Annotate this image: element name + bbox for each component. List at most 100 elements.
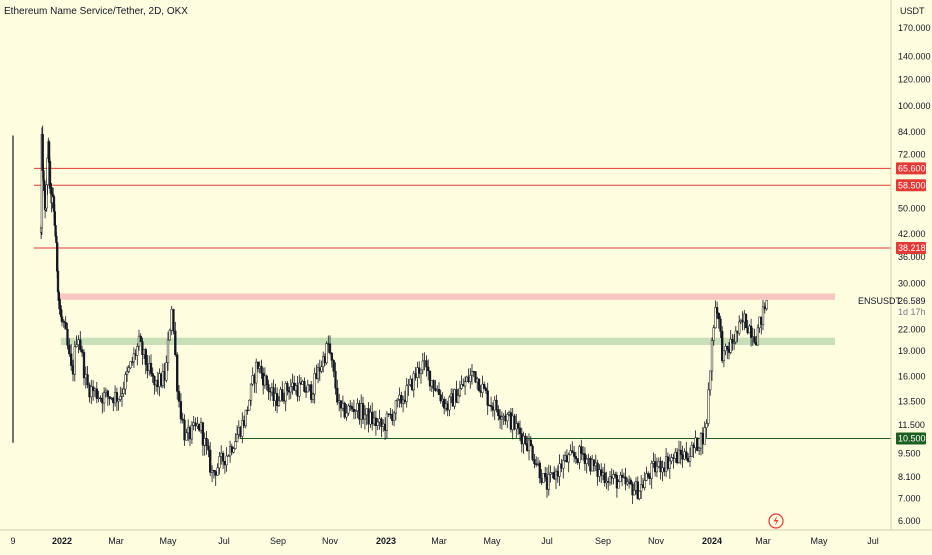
candle [232,446,235,454]
candle [286,381,289,396]
y-tick-label: 140.000 [898,52,931,62]
candle [354,409,357,419]
candle [729,329,732,355]
candle [448,395,451,417]
candle [612,469,615,485]
candle [690,441,693,457]
candle [614,471,617,479]
resistance-zone[interactable] [57,293,835,300]
price-axis[interactable]: 170.000 140.000 120.000 100.000 84.000 72.000… [898,23,931,526]
candle [394,400,398,421]
candle [151,367,154,383]
candle [363,405,367,430]
candle [685,442,688,461]
candle [75,335,78,348]
candle [132,347,136,368]
candle [256,361,260,373]
x-tick-label: Sep [595,536,611,546]
x-tick-label: Jul [867,536,879,546]
candle [119,386,122,402]
candle [212,469,216,479]
candle [569,444,572,456]
candle [149,354,153,377]
candle [73,340,76,382]
candle [311,392,315,403]
x-tick-label: May [483,536,501,546]
candle [343,401,346,419]
candle [124,371,127,395]
candle [361,396,365,424]
y-tick-label: 6.000 [898,516,921,526]
candle [697,446,701,455]
candle [679,441,682,465]
candle [722,350,726,368]
candle [670,453,673,465]
support-zone[interactable] [60,337,836,345]
candle [177,385,181,408]
candle [620,468,624,487]
candle [95,382,98,404]
candle [221,450,225,469]
candle [174,321,177,357]
y-tick-label: 36.000 [898,252,926,262]
candle [484,386,488,394]
candle [638,490,641,501]
candle [328,335,332,355]
candle [427,359,430,381]
y-tick-label: 8.100 [898,472,921,482]
candle [538,460,541,484]
candle [495,394,498,413]
y-tick-label: 13.500 [898,396,926,406]
currency-label: USDT [900,6,925,16]
x-tick-label: 2022 [52,536,72,546]
candle [558,454,561,486]
candle [316,363,320,384]
price-badge [896,432,926,445]
candle [712,325,715,346]
candle [330,352,333,368]
candle [325,341,328,365]
candle [176,352,179,400]
candle [529,436,532,447]
y-tick-label: 11.500 [898,420,925,430]
candle [583,447,587,471]
candle [710,337,714,381]
candle [626,477,629,486]
candle [463,376,467,395]
candle [255,358,258,394]
candle [205,431,208,455]
x-tick-label: Sep [270,536,286,546]
candle [235,425,239,443]
candle [432,379,435,397]
lightning-icon[interactable] [768,513,784,529]
candle [68,338,71,357]
candle [707,382,710,427]
candle [562,454,565,479]
candle [380,417,383,438]
candle [405,378,408,408]
candle [544,466,547,482]
candle [120,387,124,407]
candle [483,381,486,390]
candle [753,328,756,344]
x-tick-label: Nov [648,536,665,546]
zones-layer [57,293,836,345]
x-tick-label: May [810,536,828,546]
candle [542,473,545,484]
candle [376,418,379,431]
candle [719,315,722,338]
candle [717,312,720,329]
candle [633,481,636,496]
time-axis[interactable]: 9 2022 Mar May Jul Sep Nov 2023 Mar May Jul Sep Nov 2… [10,536,878,546]
candle [352,399,356,420]
candle [82,349,86,386]
candle [246,406,249,415]
candle [734,326,737,345]
candle [453,388,456,410]
y-tick-label: 100.000 [898,101,931,111]
candle [531,444,534,462]
candle [629,477,632,486]
countdown-label: 1d 17h [898,307,926,317]
